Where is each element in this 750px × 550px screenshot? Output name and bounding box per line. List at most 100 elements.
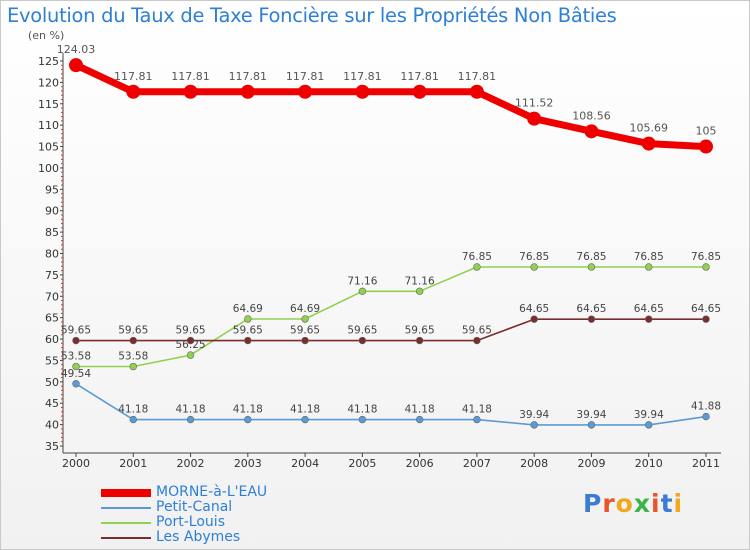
data-label-petit-canal: 39.94: [634, 409, 664, 421]
data-label-les-abymes: 59.65: [233, 325, 263, 337]
data-point-les-abymes: [587, 315, 596, 323]
y-tick-label: 40: [45, 419, 59, 432]
data-label-les-abymes: 59.65: [118, 325, 148, 337]
data-point-petit-canal: [645, 421, 653, 429]
data-label-port-louis: 71.16: [405, 275, 435, 287]
data-label-petit-canal: 41.18: [405, 404, 435, 416]
y-tick-label: 125: [38, 55, 59, 68]
logo-letter: r: [602, 489, 616, 518]
legend-item-port-louis: Port-Louis: [101, 515, 321, 530]
y-tick-label: 110: [38, 119, 59, 132]
data-point-les-abymes: [358, 336, 367, 345]
x-tick-label: 2007: [463, 457, 491, 470]
data-label-les-abymes: 59.65: [290, 325, 320, 337]
data-label-port-louis: 76.85: [576, 251, 606, 263]
y-tick-label: 120: [38, 76, 59, 89]
data-point-petit-canal: [587, 421, 596, 429]
series-line-petit-canal: [75, 383, 707, 426]
proxiti-logo: Proxiti: [583, 489, 683, 518]
y-tick-label: 50: [45, 376, 59, 389]
x-tick-label: 2001: [119, 457, 147, 470]
data-label-petit-canal: 39.94: [576, 409, 606, 421]
data-label-petit-canal: 41.18: [176, 404, 206, 416]
data-point-port-louis: [186, 351, 195, 359]
y-tick-label: 115: [38, 98, 59, 111]
series-line-port-louis: [75, 266, 707, 368]
data-label-port-louis: 76.85: [519, 251, 549, 263]
logo-letter: i: [651, 489, 661, 518]
data-point-les-abymes: [129, 336, 137, 345]
data-point-petit-canal: [72, 380, 80, 388]
data-point-morne-l-eau: [412, 84, 427, 99]
y-tick-label: 35: [45, 440, 59, 453]
data-point-morne-l-eau: [641, 136, 656, 151]
data-label-les-abymes: 59.65: [176, 325, 206, 337]
data-label-petit-canal: 39.94: [519, 409, 549, 421]
x-tick-label: 2003: [234, 457, 262, 470]
y-tick-label: 100: [38, 162, 59, 175]
data-point-petit-canal: [301, 415, 309, 424]
data-point-morne-l-eau: [240, 84, 255, 99]
axes: 35 40 45 50 55 60 65 70 75 80 85 90 95 100 105 110 115 12…: [38, 53, 721, 470]
x-tick-label: 2006: [406, 457, 434, 470]
data-label-port-louis: 53.58: [61, 351, 91, 363]
data-point-port-louis: [72, 362, 80, 371]
data-label-morne-l-eau: 117.81: [343, 70, 382, 83]
data-label-morne-l-eau: 117.81: [114, 70, 153, 83]
data-label-port-louis: 76.85: [634, 251, 664, 263]
legend-item-petit-canal: Petit-Canal: [101, 500, 321, 515]
data-point-les-abymes: [301, 336, 309, 345]
y-tick-label: 75: [45, 269, 59, 282]
x-tick-label: 2004: [291, 457, 319, 470]
data-point-les-abymes: [244, 336, 252, 345]
data-label-port-louis: 64.69: [290, 303, 320, 315]
data-point-morne-l-eau: [298, 84, 313, 99]
data-point-les-abymes: [473, 336, 481, 345]
data-point-les-abymes: [186, 336, 195, 345]
x-tick-label: 2011: [692, 457, 720, 470]
data-label-morne-l-eau: 111.52: [515, 97, 554, 110]
data-point-morne-l-eau: [699, 139, 713, 154]
data-label-port-louis: 56.25: [176, 339, 206, 351]
data-point-port-louis: [415, 287, 424, 296]
data-point-port-louis: [244, 315, 252, 323]
data-label-les-abymes: 59.65: [347, 325, 377, 337]
data-label-port-louis: 64.69: [233, 303, 263, 315]
legend-label: Port-Louis: [156, 514, 225, 530]
data-point-les-abymes: [530, 315, 538, 323]
legend-swatch: [101, 507, 151, 509]
data-label-petit-canal: 41.18: [347, 404, 377, 416]
data-point-port-louis: [645, 263, 653, 271]
data-label-morne-l-eau: 105: [696, 125, 717, 138]
x-tick-label: 2002: [177, 457, 205, 470]
data-point-morne-l-eau: [527, 111, 542, 126]
data-label-les-abymes: 64.65: [576, 303, 606, 315]
legend-item-morne-l-eau: MORNE-à-L'EAU: [101, 485, 321, 500]
data-label-morne-l-eau: 117.81: [171, 70, 210, 83]
data-point-petit-canal: [244, 415, 252, 424]
legend-label: Les Abymes: [156, 529, 241, 545]
data-label-port-louis: 71.16: [347, 275, 377, 287]
data-label-morne-l-eau: 117.81: [286, 70, 325, 83]
logo-letter: i: [673, 489, 684, 518]
data-label-morne-l-eau: 105.69: [629, 122, 668, 135]
data-point-petit-canal: [473, 415, 481, 424]
data-point-morne-l-eau: [584, 124, 599, 139]
series-points: [69, 58, 713, 429]
logo-letter: P: [583, 489, 603, 518]
data-point-petit-canal: [358, 415, 367, 424]
y-tick-label: 95: [45, 183, 59, 196]
data-label-les-abymes: 59.65: [61, 325, 91, 337]
data-point-port-louis: [530, 263, 538, 271]
data-labels: 124.03 117.81 117.81 117.81 117.81 117.81 117.…: [57, 43, 721, 421]
y-tick-label: 60: [45, 333, 59, 346]
logo-letter: x: [633, 489, 651, 518]
data-point-port-louis: [301, 315, 309, 323]
data-label-petit-canal: 41.18: [290, 404, 320, 416]
data-point-port-louis: [473, 263, 481, 271]
data-label-petit-canal: 49.54: [61, 368, 91, 380]
data-point-morne-l-eau: [69, 58, 83, 73]
legend: MORNE-à-L'EAU Petit-Canal Port-Louis Les Ab…: [101, 485, 321, 545]
data-label-morne-l-eau: 108.56: [572, 109, 611, 122]
